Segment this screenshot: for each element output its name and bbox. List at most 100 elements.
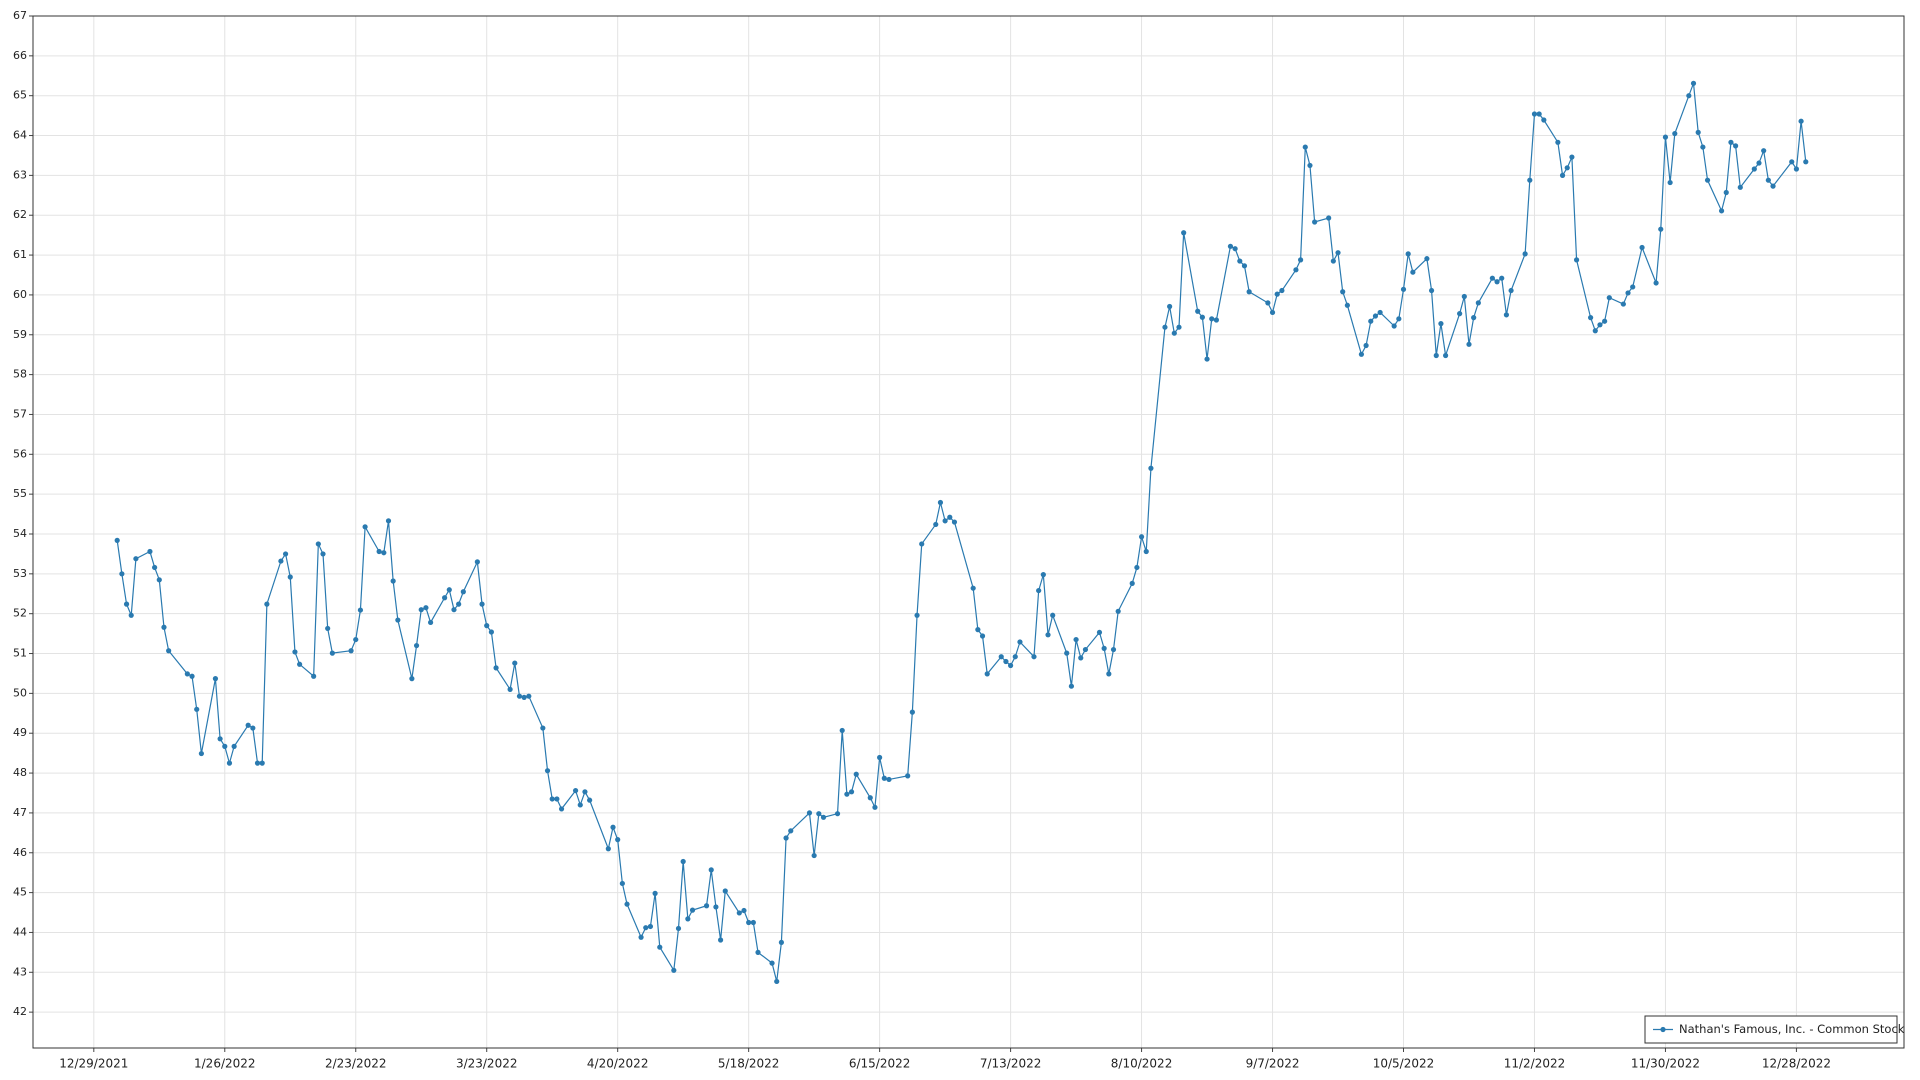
y-tick-label: 42	[13, 1005, 27, 1018]
data-point	[1461, 293, 1467, 300]
data-point	[198, 750, 204, 757]
data-point	[919, 541, 925, 547]
x-tick-label: 6/15/2022	[849, 1057, 911, 1071]
data-point	[1176, 324, 1182, 330]
x-tick-label: 12/28/2022	[1762, 1057, 1831, 1071]
data-point	[722, 888, 728, 894]
data-point	[998, 654, 1004, 660]
x-tick-label: 5/18/2022	[718, 1057, 780, 1071]
y-tick-label: 49	[13, 726, 27, 739]
y-tick-label: 59	[13, 328, 27, 341]
data-point	[152, 564, 158, 571]
data-point	[1555, 139, 1561, 145]
data-point	[484, 623, 490, 629]
data-point	[1672, 130, 1678, 137]
data-point	[1793, 166, 1800, 172]
data-point	[886, 776, 892, 783]
y-tick-label: 52	[13, 607, 27, 620]
data-point	[423, 605, 429, 611]
data-point	[1625, 290, 1631, 296]
data-point	[788, 828, 794, 834]
data-point	[1503, 312, 1510, 318]
data-point	[1368, 318, 1374, 324]
x-tick-label: 11/30/2022	[1631, 1057, 1700, 1071]
data-point	[1031, 654, 1037, 660]
data-point	[1326, 215, 1332, 221]
data-point	[1307, 162, 1313, 169]
data-point	[1405, 251, 1411, 257]
data-point	[1471, 315, 1477, 321]
data-point	[905, 773, 911, 779]
x-tick-label: 11/2/2022	[1504, 1057, 1566, 1071]
data-point	[1335, 250, 1341, 256]
y-tick-label: 66	[13, 49, 27, 62]
data-point	[1003, 658, 1009, 665]
data-point	[1718, 208, 1725, 214]
data-point	[1007, 662, 1014, 669]
data-point	[1167, 303, 1173, 310]
y-tick-label: 48	[13, 766, 27, 779]
data-point	[1312, 219, 1318, 225]
data-point	[1761, 148, 1767, 154]
data-point	[329, 650, 335, 656]
data-point	[877, 754, 883, 761]
data-point	[357, 607, 364, 613]
data-point	[1588, 315, 1594, 321]
data-point	[119, 571, 125, 577]
data-point	[675, 925, 682, 932]
data-point	[1195, 308, 1201, 314]
x-tick-label: 2/23/2022	[325, 1057, 387, 1071]
data-point	[746, 919, 752, 926]
data-point	[474, 559, 480, 565]
data-point	[1798, 118, 1804, 124]
data-point	[128, 612, 134, 618]
y-tick-label: 56	[13, 447, 27, 460]
data-point	[362, 524, 368, 530]
data-point	[1733, 143, 1739, 149]
data-point	[671, 967, 677, 973]
data-point	[755, 949, 761, 955]
data-point	[975, 627, 981, 633]
data-point	[834, 811, 841, 817]
data-point	[619, 880, 625, 887]
data-point	[638, 934, 644, 940]
data-point	[348, 648, 354, 654]
data-point	[1639, 244, 1645, 251]
data-point	[1569, 154, 1575, 160]
data-point	[1789, 159, 1795, 165]
data-point	[297, 661, 303, 667]
data-point	[456, 601, 462, 607]
data-point	[488, 629, 494, 635]
data-point	[315, 541, 321, 547]
data-point	[582, 789, 588, 795]
data-point	[647, 923, 654, 930]
data-point	[1428, 287, 1435, 294]
data-point	[1227, 243, 1234, 249]
data-point	[1213, 317, 1220, 323]
data-point	[479, 601, 485, 607]
data-point	[811, 852, 817, 859]
data-point	[1138, 534, 1145, 540]
data-point	[1433, 352, 1439, 359]
data-point	[1770, 183, 1776, 189]
data-point	[624, 901, 630, 907]
data-point	[1078, 655, 1084, 661]
data-point	[544, 768, 551, 774]
data-point	[427, 619, 434, 626]
x-tick-label: 1/26/2022	[194, 1057, 256, 1071]
y-tick-label: 54	[13, 527, 27, 540]
data-point	[680, 858, 686, 865]
data-point	[292, 649, 298, 655]
data-point	[1377, 309, 1383, 316]
data-point	[703, 903, 710, 909]
data-point	[1274, 291, 1280, 297]
data-point	[1279, 287, 1285, 294]
y-tick-label: 47	[13, 806, 27, 819]
data-point	[156, 577, 162, 583]
data-point	[133, 556, 139, 562]
data-point	[1265, 300, 1271, 306]
data-point	[1541, 117, 1547, 123]
data-point	[820, 814, 827, 820]
